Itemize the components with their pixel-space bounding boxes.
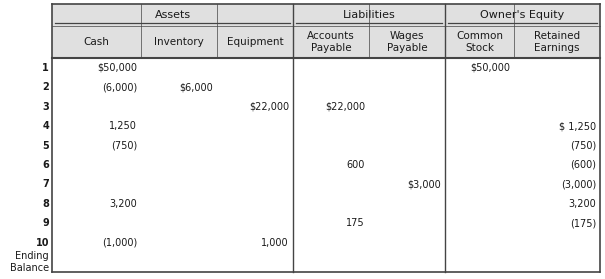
Text: $6,000: $6,000 <box>179 82 213 92</box>
Text: Liabilities: Liabilities <box>342 10 395 20</box>
Text: 600: 600 <box>347 160 365 170</box>
Text: 1,250: 1,250 <box>110 121 137 131</box>
Text: 3,200: 3,200 <box>568 199 596 209</box>
Text: $22,000: $22,000 <box>325 102 365 112</box>
Text: Payable: Payable <box>310 43 352 53</box>
Text: Ending
Balance: Ending Balance <box>10 251 49 273</box>
Text: 5: 5 <box>42 141 49 151</box>
Text: 175: 175 <box>346 218 365 229</box>
Text: 3: 3 <box>42 102 49 112</box>
Text: $22,000: $22,000 <box>249 102 289 112</box>
Text: $50,000: $50,000 <box>97 63 137 73</box>
Text: Assets: Assets <box>154 10 191 20</box>
Text: 2: 2 <box>42 82 49 92</box>
Text: $ 1,250: $ 1,250 <box>559 121 596 131</box>
Text: Inventory: Inventory <box>154 37 204 47</box>
Text: Earnings: Earnings <box>534 43 580 53</box>
Text: Cash: Cash <box>83 37 110 47</box>
Text: (750): (750) <box>570 141 596 151</box>
Text: (600): (600) <box>570 160 596 170</box>
Text: 3,200: 3,200 <box>110 199 137 209</box>
Text: Owner's Equity: Owner's Equity <box>480 10 564 20</box>
Text: 6: 6 <box>42 160 49 170</box>
Text: Accounts: Accounts <box>307 31 355 41</box>
Text: (1,000): (1,000) <box>102 238 137 248</box>
Text: (3,000): (3,000) <box>561 179 596 189</box>
Text: (6,000): (6,000) <box>102 82 137 92</box>
Text: 9: 9 <box>42 218 49 229</box>
Text: Common: Common <box>456 31 503 41</box>
Text: $3,000: $3,000 <box>407 179 441 189</box>
Text: 7: 7 <box>42 179 49 189</box>
Text: 10: 10 <box>36 238 49 248</box>
Text: Payable: Payable <box>387 43 427 53</box>
Text: 1,000: 1,000 <box>261 238 289 248</box>
Text: $50,000: $50,000 <box>470 63 510 73</box>
Text: Equipment: Equipment <box>227 37 283 47</box>
Bar <box>52 4 600 58</box>
Text: (750): (750) <box>111 141 137 151</box>
Text: Retained: Retained <box>534 31 580 41</box>
Text: Stock: Stock <box>465 43 494 53</box>
Text: Wages: Wages <box>390 31 424 41</box>
Text: (175): (175) <box>570 218 596 229</box>
Text: 4: 4 <box>42 121 49 131</box>
Text: 8: 8 <box>42 199 49 209</box>
Text: 1: 1 <box>42 63 49 73</box>
